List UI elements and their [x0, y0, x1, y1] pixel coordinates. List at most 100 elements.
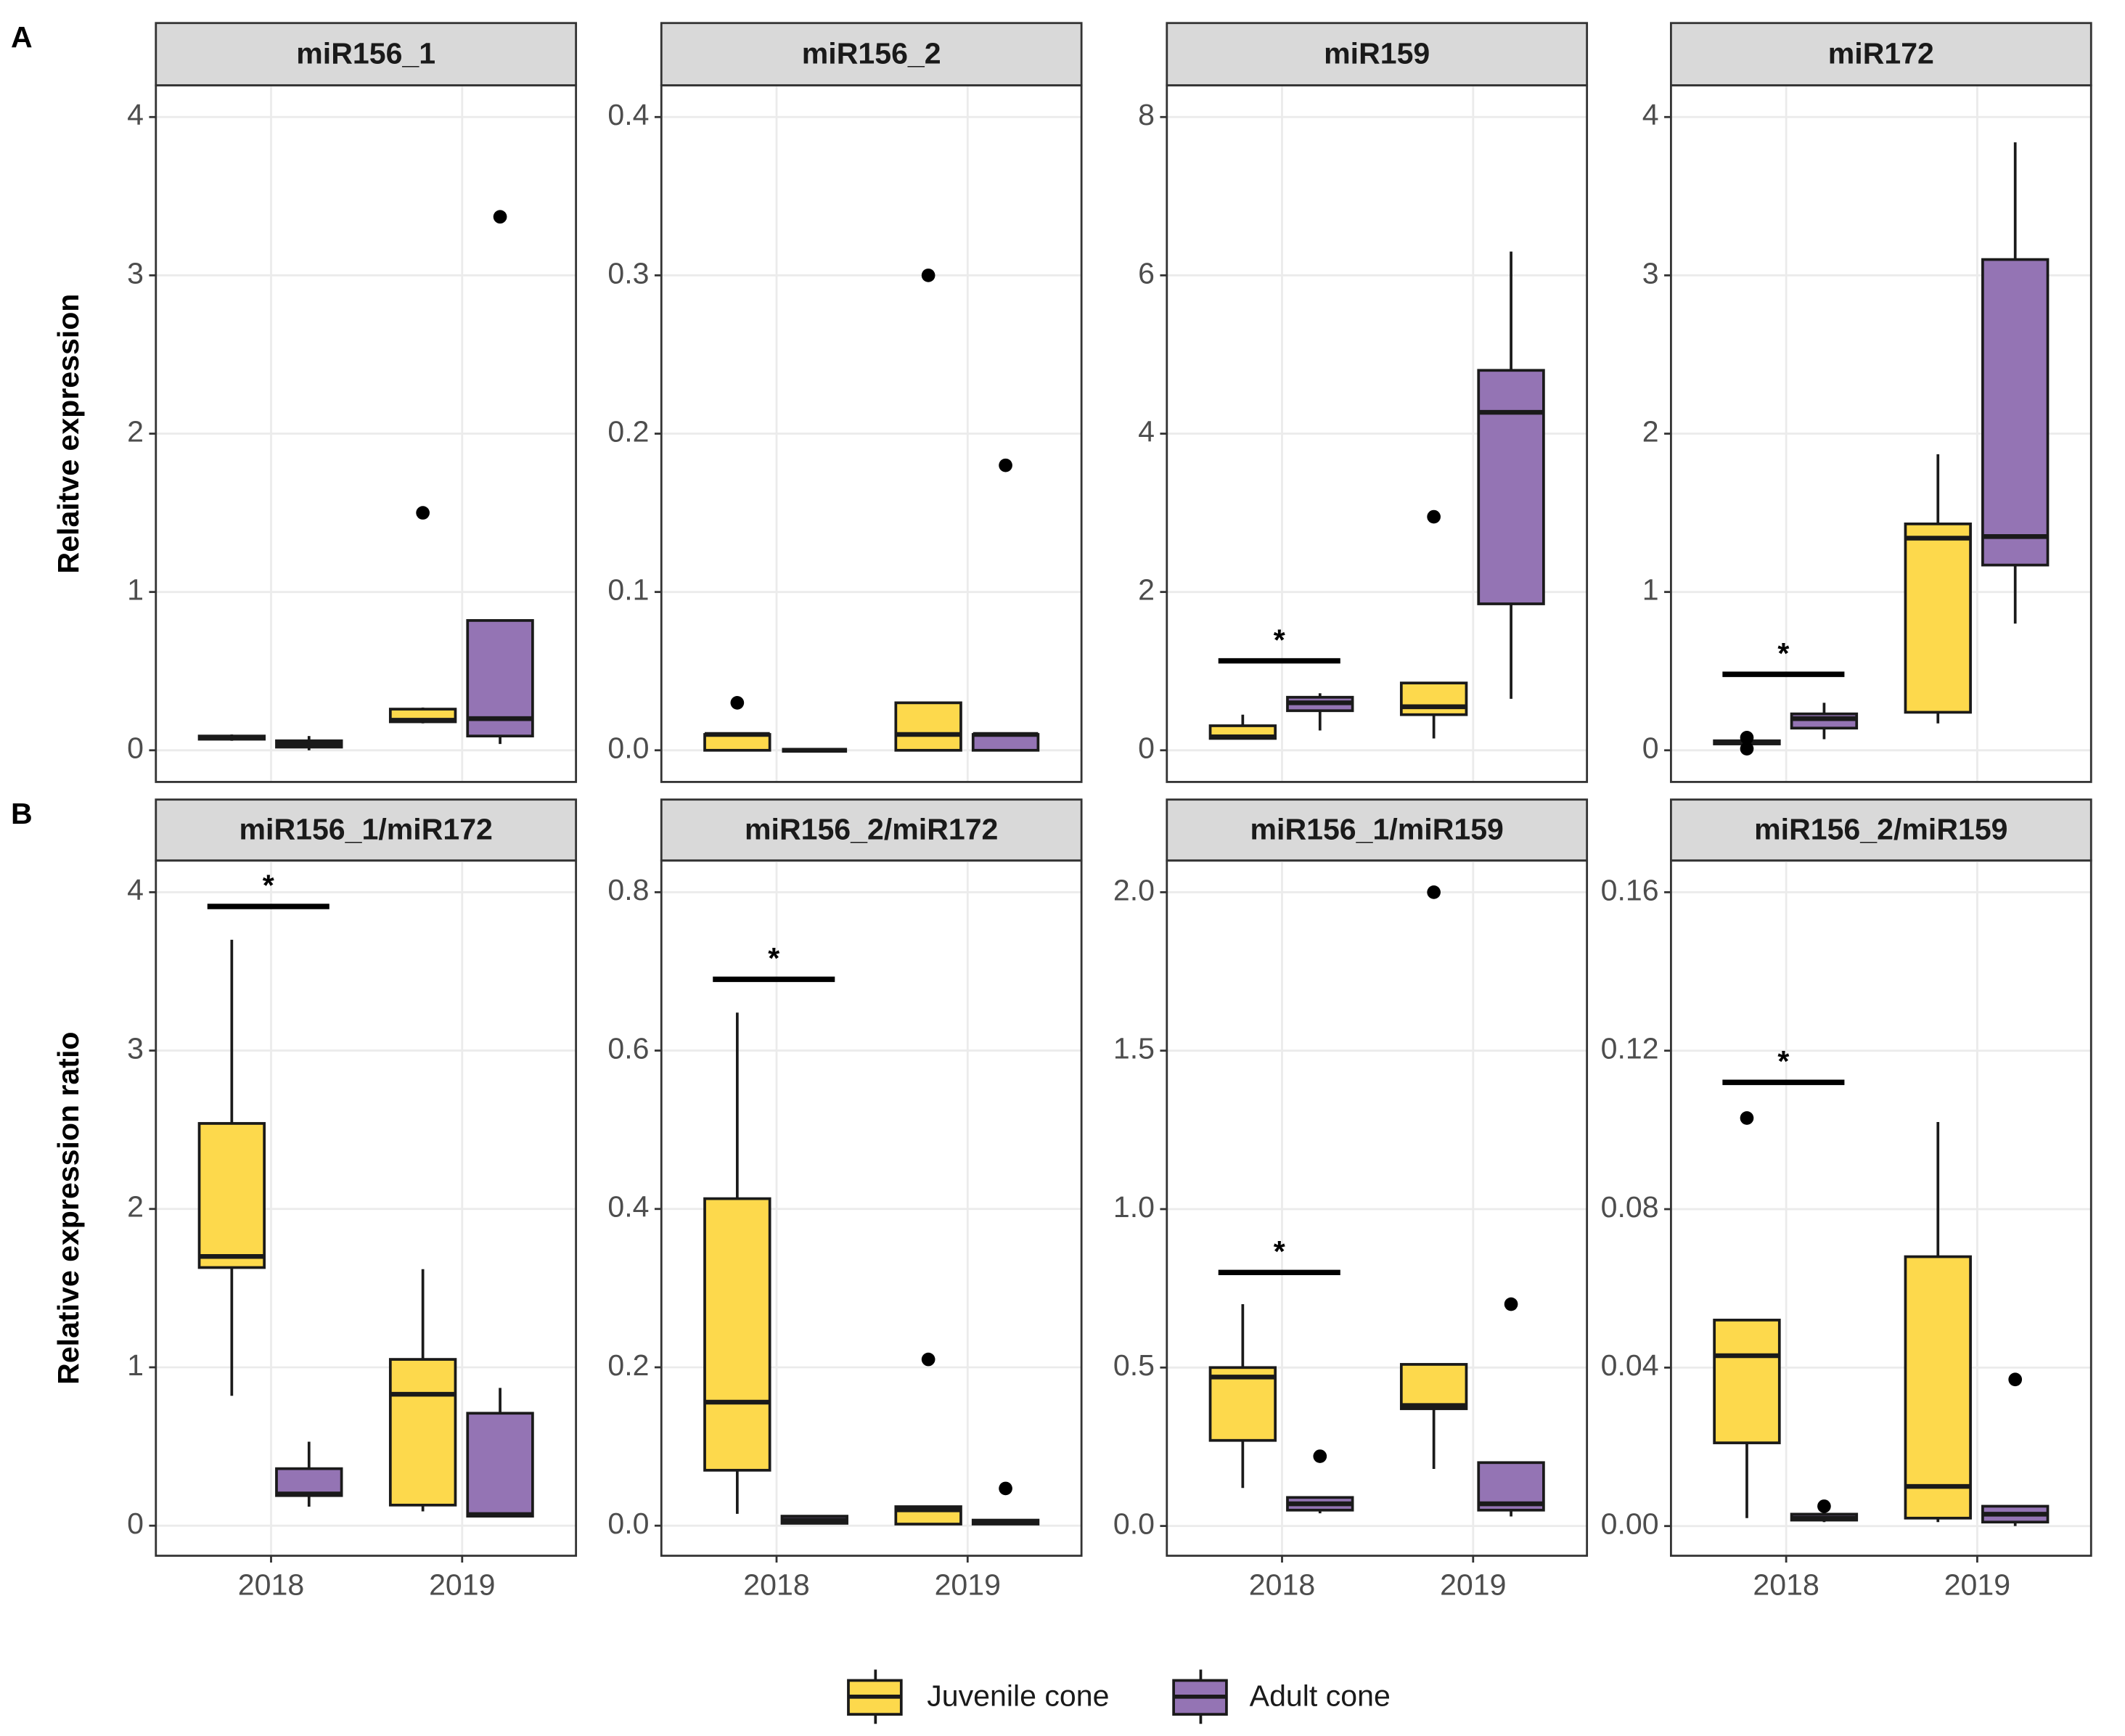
panel-title: miR156_1/miR172 [239, 812, 493, 846]
y-tick-label: 0 [127, 732, 144, 765]
y-tick-label: 0.2 [607, 414, 649, 448]
y-tick-label: 1 [1642, 573, 1659, 607]
outlier [921, 1352, 935, 1367]
significance-mark: * [1274, 1235, 1285, 1268]
panel-title: miR156_2/miR159 [1754, 812, 2007, 846]
y-tick-label: 2 [1138, 573, 1155, 607]
y-tick-label: 0.12 [1601, 1032, 1659, 1065]
box [197, 1122, 266, 1269]
outlier [416, 506, 430, 520]
strip [1166, 22, 1589, 87]
panel-border [660, 859, 1083, 1557]
box [1477, 369, 1545, 605]
panel-label: B [11, 797, 33, 830]
panel-title: miR172 [1828, 36, 1934, 70]
box [1208, 1366, 1277, 1442]
y-tick-label: 0.0 [607, 1507, 649, 1540]
outlier [1740, 1111, 1754, 1125]
panel-border [1166, 859, 1589, 1557]
y-tick-label: 0.04 [1601, 1348, 1659, 1382]
legend-label: Juvenile cone [927, 1679, 1109, 1713]
y-tick-label: 0.8 [607, 873, 649, 906]
y-tick-label: 3 [127, 1031, 144, 1065]
panel-border [660, 84, 1083, 783]
box [1904, 1255, 1972, 1520]
box [971, 733, 1040, 752]
y-axis-label: Relative expression ratio [52, 1032, 85, 1385]
panel-title: miR156_1/miR159 [1250, 812, 1504, 846]
outlier [493, 210, 507, 224]
y-tick-label: 0.0 [1113, 1507, 1155, 1540]
panel-border [1670, 859, 2092, 1557]
box [1399, 1363, 1468, 1410]
box [466, 1412, 534, 1518]
box [703, 1197, 771, 1472]
x-tick-label: 2019 [429, 1568, 495, 1601]
y-tick-label: 1 [127, 1348, 144, 1382]
significance-mark: * [768, 941, 779, 975]
y-tick-label: 0.3 [607, 256, 649, 290]
y-tick-label: 0 [127, 1507, 144, 1540]
strip [1670, 798, 2092, 862]
y-tick-label: 0.6 [607, 1031, 649, 1065]
outlier [2008, 1372, 2023, 1387]
y-axis-label: Relaitve expression [52, 294, 85, 574]
strip [155, 22, 578, 87]
outlier [1740, 731, 1754, 745]
outlier [999, 458, 1012, 472]
y-tick-label: 2 [127, 1190, 144, 1224]
panel-label: A [11, 20, 33, 54]
y-tick-label: 0.4 [607, 1190, 649, 1224]
y-tick-label: 4 [1138, 414, 1155, 448]
y-tick-label: 4 [127, 873, 144, 906]
box [703, 733, 771, 752]
panel-title: miR156_2/miR172 [745, 812, 998, 846]
box [1713, 1319, 1781, 1444]
y-tick-label: 8 [1138, 98, 1155, 131]
outlier [1427, 509, 1441, 524]
y-tick-label: 3 [1642, 256, 1659, 290]
outlier [999, 1481, 1012, 1496]
y-tick-label: 0.5 [1113, 1348, 1155, 1382]
panel-border [1166, 84, 1589, 783]
outlier [1740, 742, 1754, 756]
box [388, 1358, 457, 1507]
outlier [730, 696, 745, 710]
significance-mark: * [1777, 1044, 1789, 1078]
y-tick-label: 2 [127, 414, 144, 448]
strip [1670, 22, 2092, 87]
y-tick-label: 4 [1642, 98, 1659, 131]
x-tick-label: 2019 [1440, 1568, 1506, 1601]
y-tick-label: 1.0 [1113, 1190, 1155, 1224]
y-tick-label: 4 [127, 98, 144, 131]
panel-border [155, 859, 578, 1557]
x-tick-label: 2019 [1944, 1568, 2010, 1601]
legend-label: Adult cone [1250, 1679, 1391, 1713]
outlier [1313, 1449, 1327, 1463]
outlier [1817, 1499, 1831, 1513]
y-tick-label: 0.00 [1601, 1507, 1659, 1541]
y-tick-label: 0.08 [1601, 1190, 1659, 1224]
x-tick-label: 2018 [1753, 1568, 1819, 1601]
y-tick-label: 2.0 [1113, 873, 1155, 906]
y-tick-label: 0.0 [607, 732, 649, 765]
panel-title: miR156_2 [802, 36, 941, 70]
y-tick-label: 0.16 [1601, 873, 1659, 906]
outlier [921, 269, 935, 282]
y-tick-label: 0 [1138, 732, 1155, 765]
x-tick-label: 2018 [743, 1568, 809, 1601]
y-tick-label: 0 [1642, 732, 1659, 765]
y-tick-label: 2 [1642, 414, 1659, 448]
box [275, 1467, 343, 1497]
y-tick-label: 0.4 [607, 98, 649, 131]
box [1399, 681, 1468, 716]
y-tick-label: 0.1 [607, 573, 649, 607]
strip [660, 22, 1083, 87]
x-tick-label: 2018 [1249, 1568, 1315, 1601]
box [1981, 258, 2050, 567]
significance-mark: * [1274, 623, 1285, 656]
significance-mark: * [263, 869, 274, 902]
box [1790, 712, 1859, 730]
